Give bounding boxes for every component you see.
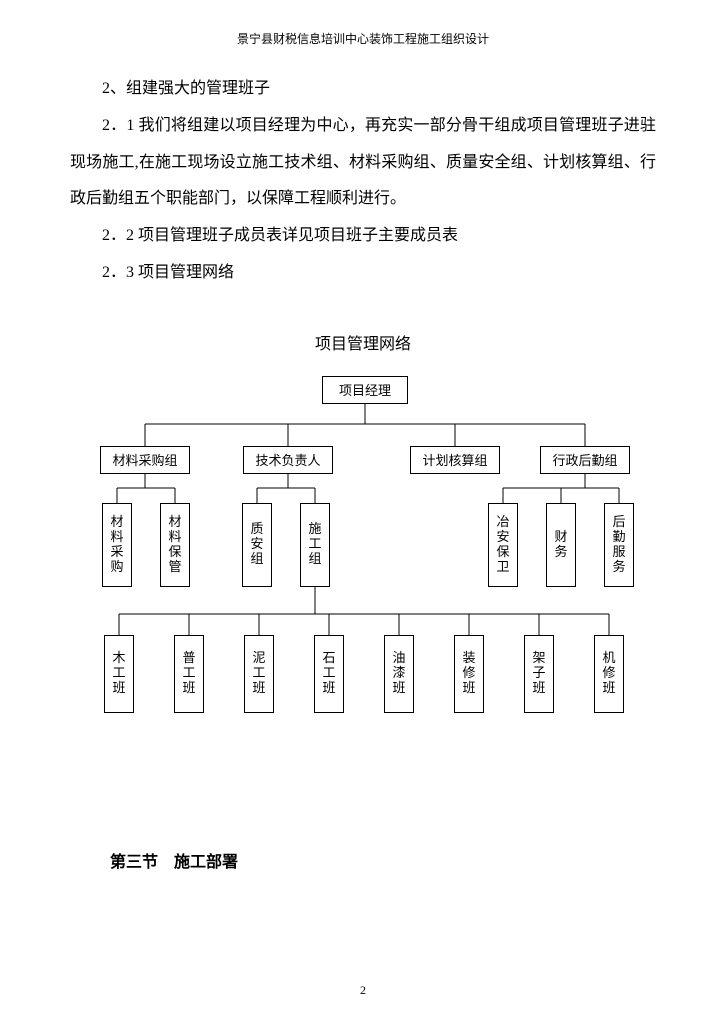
node-l2-plan-audit: 计划核算组 <box>410 446 500 474</box>
node-l3-construction: 施工组 <box>300 503 330 587</box>
node-l2-tech-lead: 技术负责人 <box>243 446 333 474</box>
node-l4-carpentry: 木工班 <box>104 635 134 713</box>
node-l3-material-purchase: 材料采购 <box>102 503 132 587</box>
paragraph-2: 2．1 我们将组建以项目经理为中心，再充实一部分骨干组成项目管理班子进驻现场施工… <box>70 108 656 218</box>
section-heading: 第三节 施工部署 <box>70 848 656 872</box>
page-number: 2 <box>0 983 726 998</box>
org-chart: 项目经理 材料采购组 技术负责人 计划核算组 行政后勤组 材料采购 材料保管 质… <box>70 376 660 796</box>
node-l3-finance: 财务 <box>546 503 576 587</box>
node-root: 项目经理 <box>322 376 408 404</box>
paragraph-1: 2、组建强大的管理班子 <box>70 71 656 108</box>
node-l4-masonry: 泥工班 <box>244 635 274 713</box>
node-l4-machine-repair: 机修班 <box>594 635 624 713</box>
paragraph-4: 2．3 项目管理网络 <box>70 255 656 292</box>
node-l4-scaffold: 架子班 <box>524 635 554 713</box>
node-l2-materials: 材料采购组 <box>100 446 190 474</box>
chart-title: 项目管理网络 <box>70 330 656 354</box>
node-l3-security: 冶安保卫 <box>488 503 518 587</box>
node-l3-material-storage: 材料保管 <box>160 503 190 587</box>
body-text: 2、组建强大的管理班子 2．1 我们将组建以项目经理为中心，再充实一部分骨干组成… <box>70 71 656 292</box>
node-l4-decoration: 装修班 <box>454 635 484 713</box>
doc-header: 景宁县财税信息培训中心装饰工程施工组织设计 <box>70 30 656 47</box>
node-l4-painting: 油漆班 <box>384 635 414 713</box>
node-l4-stonework: 石工班 <box>314 635 344 713</box>
node-l3-logistics-service: 后勤服务 <box>604 503 634 587</box>
node-l4-general-labor: 普工班 <box>174 635 204 713</box>
node-l2-admin-logistics: 行政后勤组 <box>540 446 630 474</box>
node-l3-quality-safety: 质安组 <box>242 503 272 587</box>
paragraph-3: 2．2 项目管理班子成员表详见项目班子主要成员表 <box>70 218 656 255</box>
